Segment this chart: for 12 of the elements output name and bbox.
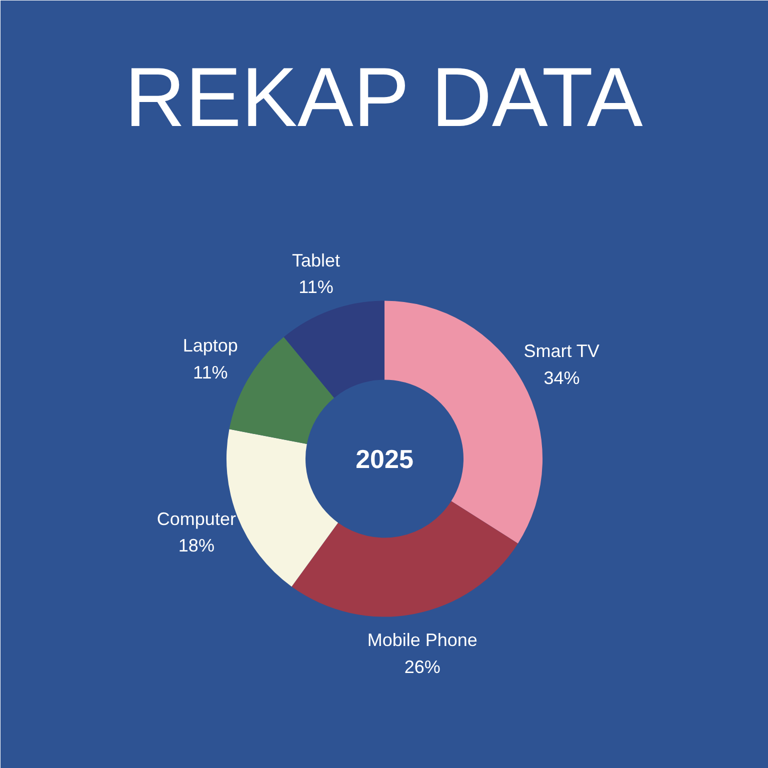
slice-label: Tablet (292, 250, 340, 270)
chart-title: REKAP DATA (124, 50, 643, 144)
text: 2025 (356, 444, 414, 474)
data-label: 11% (298, 277, 334, 298)
data-label: 34% (544, 368, 580, 388)
data-label: 26% (404, 657, 440, 678)
data-label: 18% (178, 536, 214, 556)
slice-label: Computer (156, 508, 236, 529)
data-label: 11% (193, 362, 228, 382)
slice-label: Mobile Phone (367, 630, 478, 650)
slice-label: Smart TV (524, 340, 600, 361)
slice-label: Laptop (182, 336, 238, 356)
